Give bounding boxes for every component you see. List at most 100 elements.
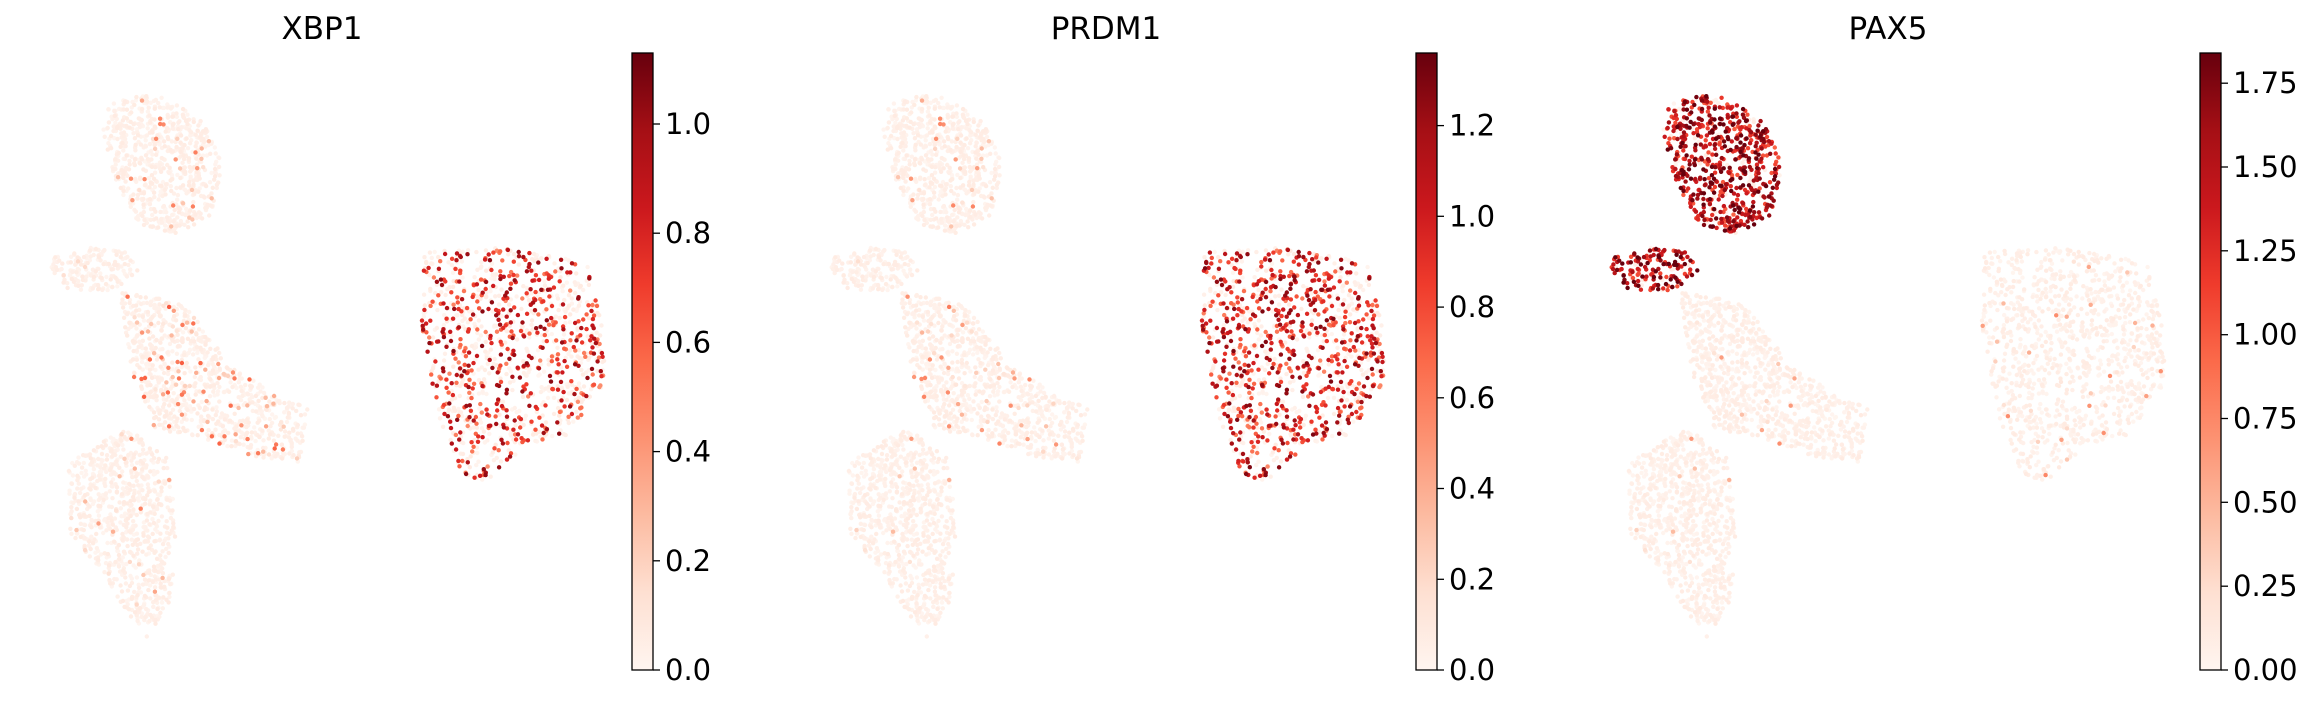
cell-point bbox=[597, 333, 603, 338]
cell-point bbox=[574, 386, 579, 392]
cell-point bbox=[462, 362, 467, 367]
cell-point bbox=[157, 313, 162, 318]
cell-point bbox=[135, 618, 140, 624]
cell-point bbox=[449, 381, 454, 386]
cell-point bbox=[91, 466, 97, 472]
cell-point bbox=[157, 538, 162, 543]
cell-point bbox=[199, 414, 204, 419]
cell-point bbox=[81, 254, 87, 260]
cell-point bbox=[434, 325, 440, 331]
cell-point bbox=[498, 339, 503, 344]
cell-point bbox=[91, 448, 97, 453]
cell-point bbox=[241, 442, 246, 447]
cell-point bbox=[160, 566, 165, 571]
cell-point bbox=[109, 504, 115, 510]
cell-point bbox=[511, 272, 516, 278]
cell-point bbox=[168, 515, 174, 521]
cell-point bbox=[129, 469, 134, 474]
cell-point bbox=[444, 377, 449, 382]
cell-point bbox=[487, 357, 492, 363]
cell-point bbox=[113, 162, 118, 167]
cell-point bbox=[536, 260, 541, 265]
cell-point bbox=[176, 343, 181, 349]
cell-point bbox=[126, 186, 131, 191]
cell-point bbox=[547, 294, 552, 299]
cell-point bbox=[515, 432, 521, 437]
cell-point bbox=[513, 423, 518, 428]
cell-point bbox=[230, 370, 236, 375]
cell-point bbox=[491, 250, 496, 255]
cell-point bbox=[211, 389, 216, 394]
cell-point bbox=[555, 296, 561, 301]
cell-point bbox=[197, 389, 202, 394]
cell-point bbox=[148, 342, 153, 347]
cell-point bbox=[993, 151, 998, 156]
cell-point bbox=[178, 149, 183, 155]
cell-point bbox=[173, 230, 178, 235]
cell-point bbox=[549, 354, 555, 359]
cell-point bbox=[114, 489, 120, 494]
cell-point bbox=[501, 425, 507, 430]
cell-point bbox=[129, 596, 135, 601]
cell-point bbox=[159, 559, 165, 564]
cell-point bbox=[956, 369, 961, 374]
cell-point bbox=[469, 395, 474, 401]
cell-point bbox=[862, 522, 868, 528]
cell-point bbox=[908, 204, 913, 209]
cell-point bbox=[213, 162, 218, 167]
cell-point bbox=[72, 463, 78, 468]
cell-point bbox=[930, 212, 935, 218]
cell-point bbox=[574, 409, 579, 415]
cell-point bbox=[167, 477, 172, 483]
cell-point bbox=[512, 305, 517, 310]
cell-point bbox=[566, 342, 571, 347]
cell-point bbox=[150, 579, 155, 585]
cell-point bbox=[551, 395, 557, 400]
cell-point bbox=[429, 261, 434, 266]
cell-point bbox=[1031, 378, 1036, 383]
cell-point bbox=[199, 427, 205, 433]
cell-point bbox=[147, 618, 152, 624]
cell-point bbox=[484, 290, 489, 296]
cell-point bbox=[546, 276, 551, 281]
cell-point bbox=[121, 447, 126, 452]
cell-point bbox=[154, 337, 159, 343]
cell-point bbox=[174, 185, 179, 191]
cell-point bbox=[569, 411, 575, 417]
cell-point bbox=[139, 106, 145, 112]
cell-point bbox=[97, 477, 103, 482]
cell-point bbox=[194, 332, 199, 337]
cell-point bbox=[907, 345, 912, 350]
cell-point bbox=[69, 481, 74, 486]
cell-point bbox=[575, 326, 580, 331]
cell-point bbox=[137, 606, 143, 611]
cell-point bbox=[127, 559, 133, 565]
cell-point bbox=[120, 305, 126, 310]
cell-point bbox=[133, 474, 138, 479]
cell-point bbox=[578, 283, 583, 289]
cell-point bbox=[529, 268, 534, 273]
cell-point bbox=[1257, 417, 1263, 422]
cell-point bbox=[859, 470, 864, 476]
cell-point bbox=[107, 467, 113, 473]
cell-point bbox=[440, 366, 446, 371]
cell-point bbox=[78, 515, 83, 520]
cell-point bbox=[152, 550, 157, 555]
cell-point bbox=[456, 360, 461, 365]
cell-point bbox=[135, 133, 141, 138]
cell-point bbox=[149, 173, 155, 178]
cell-point bbox=[157, 116, 163, 121]
cell-point bbox=[551, 411, 557, 417]
cell-point bbox=[598, 369, 603, 374]
cell-point bbox=[127, 583, 133, 589]
cell-point bbox=[152, 489, 158, 494]
cell-point bbox=[260, 414, 265, 419]
cell-point bbox=[236, 405, 241, 411]
cell-point bbox=[117, 500, 122, 505]
cell-point bbox=[174, 351, 180, 356]
cell-point bbox=[429, 255, 434, 261]
cell-point bbox=[576, 296, 581, 301]
cell-point bbox=[155, 375, 160, 380]
cell-point bbox=[448, 338, 454, 344]
cell-point bbox=[291, 453, 296, 458]
